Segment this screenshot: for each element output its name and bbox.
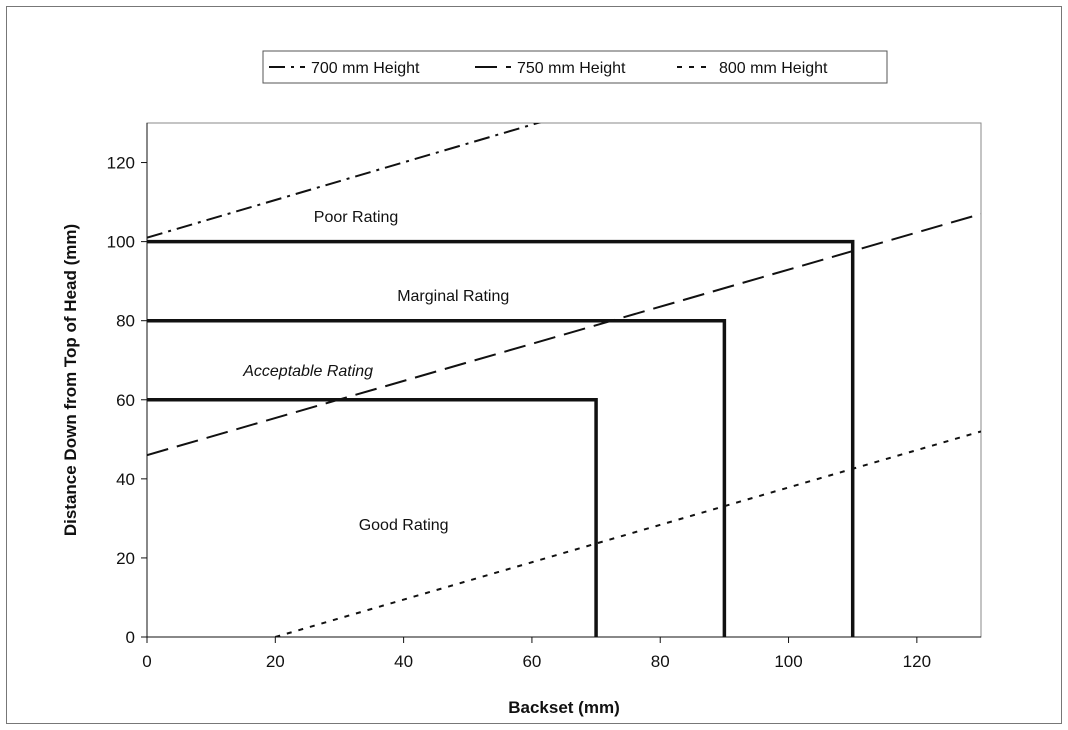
y-tick-label: 60 [116,391,135,410]
x-tick-label: 60 [522,652,541,671]
axes: 0 20 40 60 80 100 120 0 20 40 60 80 100 120 [107,123,981,671]
y-axis-title: Distance Down from Top of Head (mm) [61,224,80,536]
x-tick-label: 20 [266,652,285,671]
height-series [147,123,981,637]
rating-label: Acceptable Rating [242,363,373,380]
legend-label: 750 mm Height [517,60,626,77]
y-tick-label: 100 [107,233,135,252]
series-line [147,123,542,239]
x-tick-label: 120 [903,652,931,671]
y-tick-label: 80 [116,312,135,331]
y-tick-label: 20 [116,549,135,568]
rating-boundary-line [147,239,855,637]
legend: 700 mm Height 750 mm Height 800 mm Height [262,50,888,84]
rating-label: Marginal Rating [397,288,509,305]
series-line [147,212,981,457]
y-tick-label: 40 [116,470,135,489]
legend-label: 700 mm Height [311,60,420,77]
rating-labels: Poor Rating Marginal Rating Acceptable Rat… [242,209,509,534]
rating-label: Poor Rating [314,209,399,226]
x-tick-label: 0 [142,652,151,671]
legend-box [262,50,888,84]
legend-label: 800 mm Height [719,60,828,77]
chart-frame: 0 20 40 60 80 100 120 0 20 40 60 80 100 120 Poor Rati… [6,6,1062,724]
rating-boundary-line [147,398,598,637]
x-tick-label: 80 [651,652,670,671]
series-line [275,430,981,637]
x-axis-title: Backset (mm) [508,698,620,717]
rating-boundaries [147,239,855,637]
rating-label: Good Rating [359,517,449,534]
rating-boundary-line [147,318,727,637]
x-tick-label: 100 [774,652,802,671]
y-tick-label: 0 [126,628,135,647]
rating-chart: 0 20 40 60 80 100 120 0 20 40 60 80 100 120 Poor Rati… [61,50,982,717]
y-tick-label: 120 [107,154,135,173]
x-tick-label: 40 [394,652,413,671]
